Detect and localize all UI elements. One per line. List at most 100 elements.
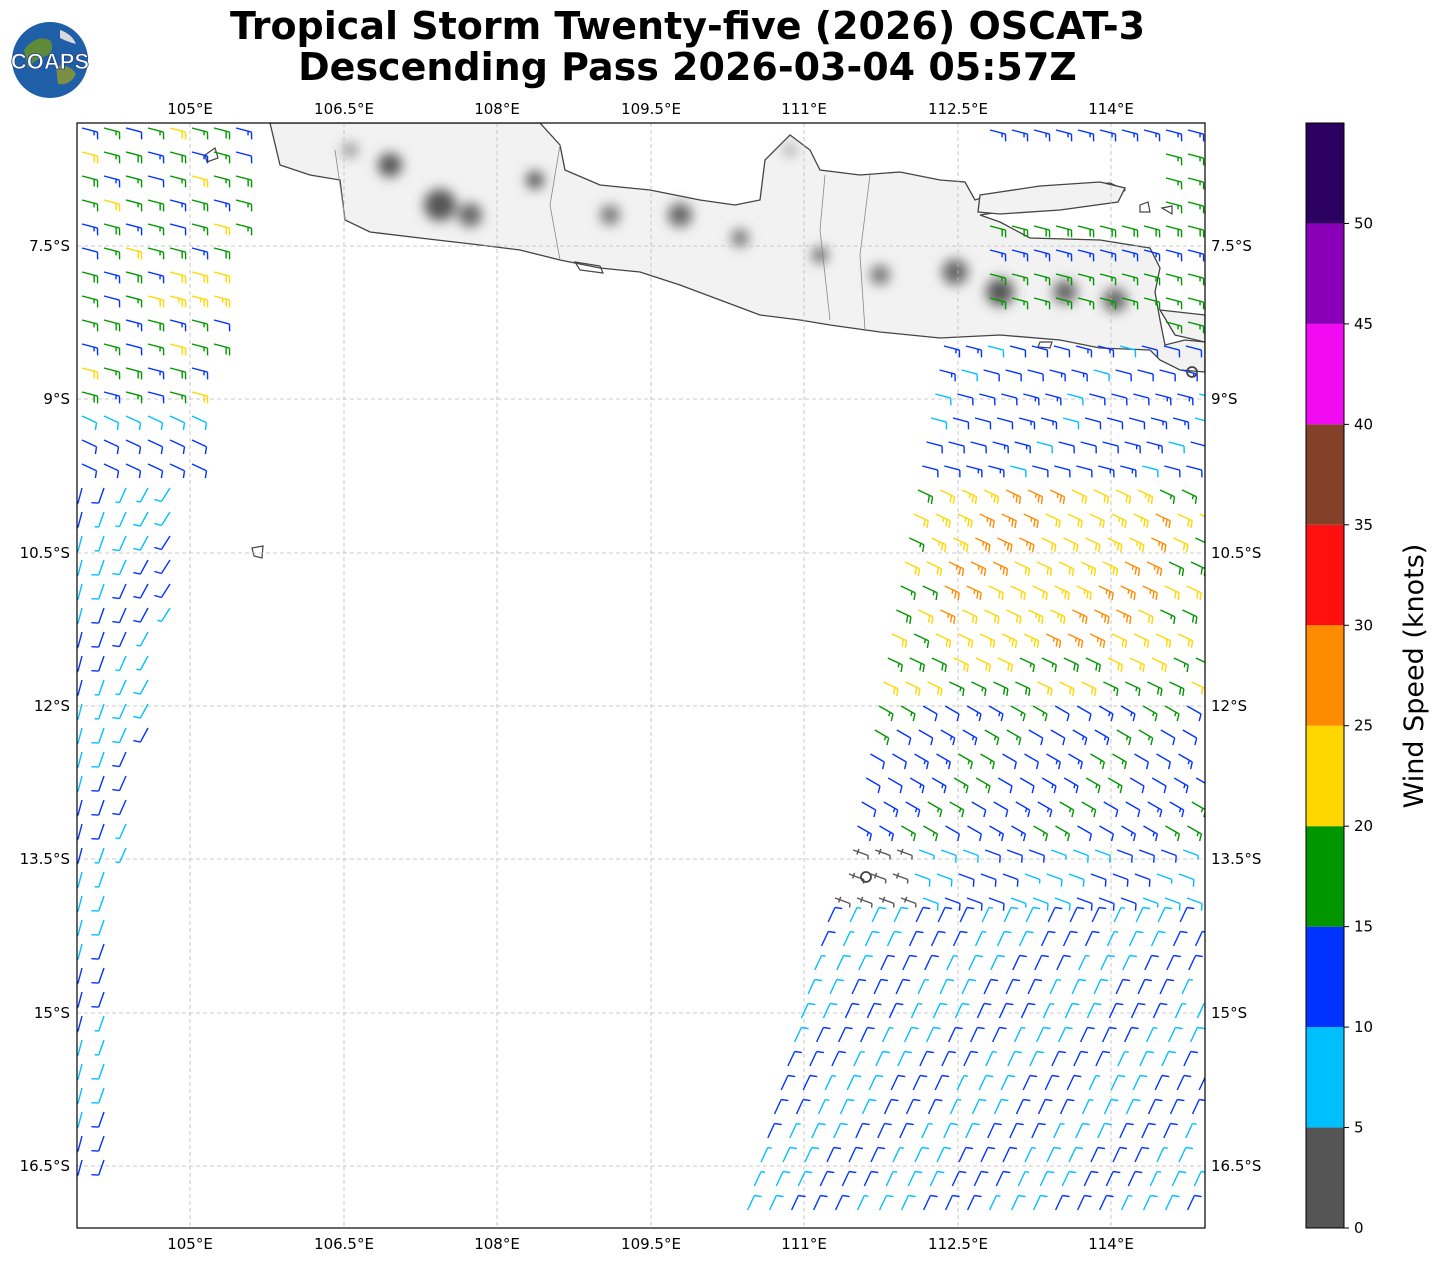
wind-barb (81, 367, 99, 380)
wind-barb (1187, 249, 1205, 262)
wind-barb (94, 535, 105, 552)
wind-barb (948, 561, 965, 577)
wind-barb (1027, 369, 1044, 382)
wind-barb (235, 127, 253, 140)
wind-barb (966, 465, 983, 478)
wind-barb (989, 273, 1007, 286)
wind-barb (112, 799, 127, 816)
wind-barb (1094, 849, 1111, 863)
wind-barb (1040, 417, 1058, 430)
wind-barb (191, 151, 209, 164)
wind-barb (147, 367, 165, 380)
wind-barb (1019, 657, 1035, 673)
wind-barb (817, 1098, 830, 1115)
wind-barb (91, 751, 105, 768)
wind-barb (991, 1026, 1007, 1043)
wind-barb (874, 848, 891, 860)
wind-barb (1098, 465, 1115, 478)
wind-barb (914, 873, 931, 887)
wind-barb (988, 585, 1004, 601)
wind-barb (133, 727, 149, 743)
wind-barb (956, 1074, 969, 1091)
wind-barb (957, 393, 974, 406)
wind-barb (1169, 1098, 1185, 1115)
wind-barb (1006, 609, 1022, 625)
wind-barb (125, 175, 143, 188)
wind-barb (1067, 513, 1083, 529)
wind-barb (1134, 1146, 1150, 1163)
wind-barb (1111, 513, 1127, 529)
wind-barb (1055, 129, 1073, 142)
wind-barb (115, 679, 127, 696)
wind-barb (834, 1194, 850, 1211)
wind-barb (1099, 297, 1117, 310)
wind-barb (957, 633, 974, 649)
wind-barb (949, 681, 965, 697)
wind-barb (1177, 393, 1194, 406)
wind-barb (917, 978, 930, 995)
wind-barb (147, 295, 165, 308)
wind-barb (1169, 681, 1185, 697)
wind-barb (958, 1146, 974, 1163)
wind-barb (1146, 441, 1163, 454)
wind-barb (989, 249, 1007, 262)
wind-barb (1099, 249, 1117, 262)
wind-barb (979, 633, 996, 649)
wind-barb (880, 954, 895, 971)
colorbar-label: Wind Speed (knots) (1399, 544, 1430, 809)
wind-barb (77, 1015, 83, 1033)
wind-barb (1133, 633, 1150, 649)
wind-barb (802, 1074, 818, 1091)
wind-barb (858, 954, 873, 971)
wind-barb (1051, 1050, 1067, 1067)
wind-barb (888, 1002, 904, 1019)
wind-barb (1023, 513, 1039, 529)
wind-barb (919, 1050, 935, 1067)
wind-barb (829, 978, 845, 995)
wind-barb (81, 319, 99, 332)
wind-barb (891, 633, 908, 649)
wind-barb (979, 393, 996, 406)
wind-barb (937, 906, 953, 923)
wind-barb (112, 631, 127, 648)
wind-barb (1190, 441, 1205, 447)
wind-barb (147, 439, 164, 455)
wind-barb (1090, 1146, 1106, 1163)
wind-barb (927, 1098, 943, 1115)
wind-barb (133, 511, 149, 527)
wind-barb (907, 1170, 923, 1187)
wind-barb (1042, 1002, 1055, 1019)
wind-barb (1001, 393, 1018, 406)
wind-barb (1054, 1194, 1070, 1211)
wind-barb (992, 561, 1009, 577)
wind-barb (1124, 441, 1141, 454)
wind-barb (1094, 609, 1110, 625)
wind-barb (930, 930, 946, 947)
wind-barb (900, 585, 916, 601)
wind-barb (91, 775, 105, 792)
wind-barb (77, 583, 83, 601)
wind-barb (1036, 441, 1053, 454)
wind-barb (1102, 561, 1119, 577)
lat-labels-right: 7.5°S 9°S 10.5°S 12°S 13.5°S 15°S 16.5°S (1211, 237, 1261, 1175)
wind-barb (857, 825, 873, 842)
wind-barb (81, 175, 99, 188)
wind-barb (787, 1050, 803, 1067)
wind-barb (971, 681, 987, 697)
wind-barb (1116, 849, 1133, 863)
wind-barb (952, 930, 968, 947)
wind-barb (77, 775, 83, 793)
wind-barb (1142, 465, 1159, 478)
wind-barb (1032, 897, 1049, 911)
wind-barb (1047, 906, 1063, 923)
wind-barb (1103, 1098, 1119, 1115)
wind-barb (191, 439, 208, 455)
map-gridlines (77, 123, 1205, 1228)
wind-barb (1141, 345, 1159, 358)
wind-barb (1105, 1170, 1121, 1187)
lon-labels-bottom: 105°E 106.5°E 108°E 109.5°E 111°E 112.5°… (167, 1235, 1134, 1253)
wind-barb (944, 585, 960, 601)
wind-barb (848, 1146, 864, 1163)
wind-barb (980, 873, 997, 887)
wind-barb (1157, 906, 1173, 923)
